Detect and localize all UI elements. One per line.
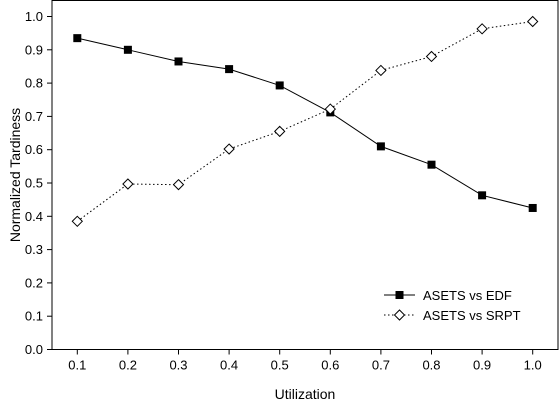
y-tick-label: 0.8 — [25, 76, 43, 91]
data-point-srpt — [172, 178, 185, 191]
data-point-srpt — [71, 215, 84, 228]
y-tick-label: 0.7 — [25, 109, 43, 124]
data-point-edf — [528, 203, 537, 212]
y-axis: 0.0 0.1 0.2 0.3 0.4 0.5 0.6 0.7 0.8 0.9 1.0 — [25, 9, 52, 357]
data-point-edf — [376, 142, 385, 151]
legend: ASETS vs EDF ASETS vs SRPT — [384, 288, 521, 323]
y-tick-label: 0.9 — [25, 42, 43, 57]
legend-item-srpt: ASETS vs SRPT — [384, 308, 521, 323]
data-point-edf — [275, 81, 284, 90]
x-tick-label: 0.4 — [220, 358, 238, 373]
data-point-srpt — [223, 143, 235, 155]
x-tick-label: 0.5 — [271, 358, 289, 373]
x-axis-title: Utilization — [275, 386, 336, 402]
x-tick-label: 0.8 — [422, 358, 440, 373]
y-axis-title: Normalized Tardiness — [7, 108, 23, 242]
data-point-srpt — [476, 23, 488, 35]
data-point-edf — [73, 34, 82, 43]
data-point-edf — [478, 191, 487, 200]
legend-marker-srpt — [393, 309, 406, 321]
data-point-edf — [174, 57, 183, 66]
data-point-edf — [427, 160, 436, 169]
x-tick-label: 0.1 — [68, 358, 86, 373]
x-tick-label: 0.2 — [119, 358, 137, 373]
data-point-srpt — [122, 178, 134, 190]
x-tick-label: 0.6 — [321, 358, 339, 373]
data-point-srpt — [273, 125, 286, 138]
legend-item-edf: ASETS vs EDF — [384, 288, 512, 303]
x-tick-label: 1.0 — [524, 358, 542, 373]
y-tick-label: 0.1 — [25, 309, 43, 324]
x-tick-label: 0.3 — [169, 358, 187, 373]
data-point-edf — [225, 65, 234, 74]
data-point-edf — [123, 45, 132, 54]
series-line-1 — [77, 21, 533, 222]
y-tick-label: 0.4 — [25, 209, 43, 224]
legend-label-srpt: ASETS vs SRPT — [423, 308, 521, 323]
series-line-0 — [77, 37, 533, 209]
data-point-srpt — [324, 103, 337, 115]
x-tick-label: 0.9 — [473, 358, 491, 373]
y-tick-label: 0.0 — [25, 342, 43, 357]
legend-marker-edf — [395, 291, 404, 299]
y-tick-label: 1.0 — [25, 9, 43, 24]
x-tick-label: 0.7 — [372, 358, 390, 373]
data-point-srpt — [375, 64, 387, 77]
data-point-srpt — [526, 15, 539, 28]
series-layer — [71, 15, 539, 228]
data-point-srpt — [425, 50, 438, 63]
y-tick-label: 0.5 — [25, 176, 43, 191]
legend-label-edf: ASETS vs EDF — [423, 288, 512, 303]
y-tick-label: 0.6 — [25, 142, 43, 157]
x-axis: 0.1 0.2 0.3 0.4 0.5 0.6 0.7 0.8 0.9 1.0 — [68, 349, 542, 373]
plot-frame — [51, 0, 559, 350]
y-tick-label: 0.3 — [25, 242, 43, 257]
y-tick-label: 0.2 — [25, 275, 43, 290]
